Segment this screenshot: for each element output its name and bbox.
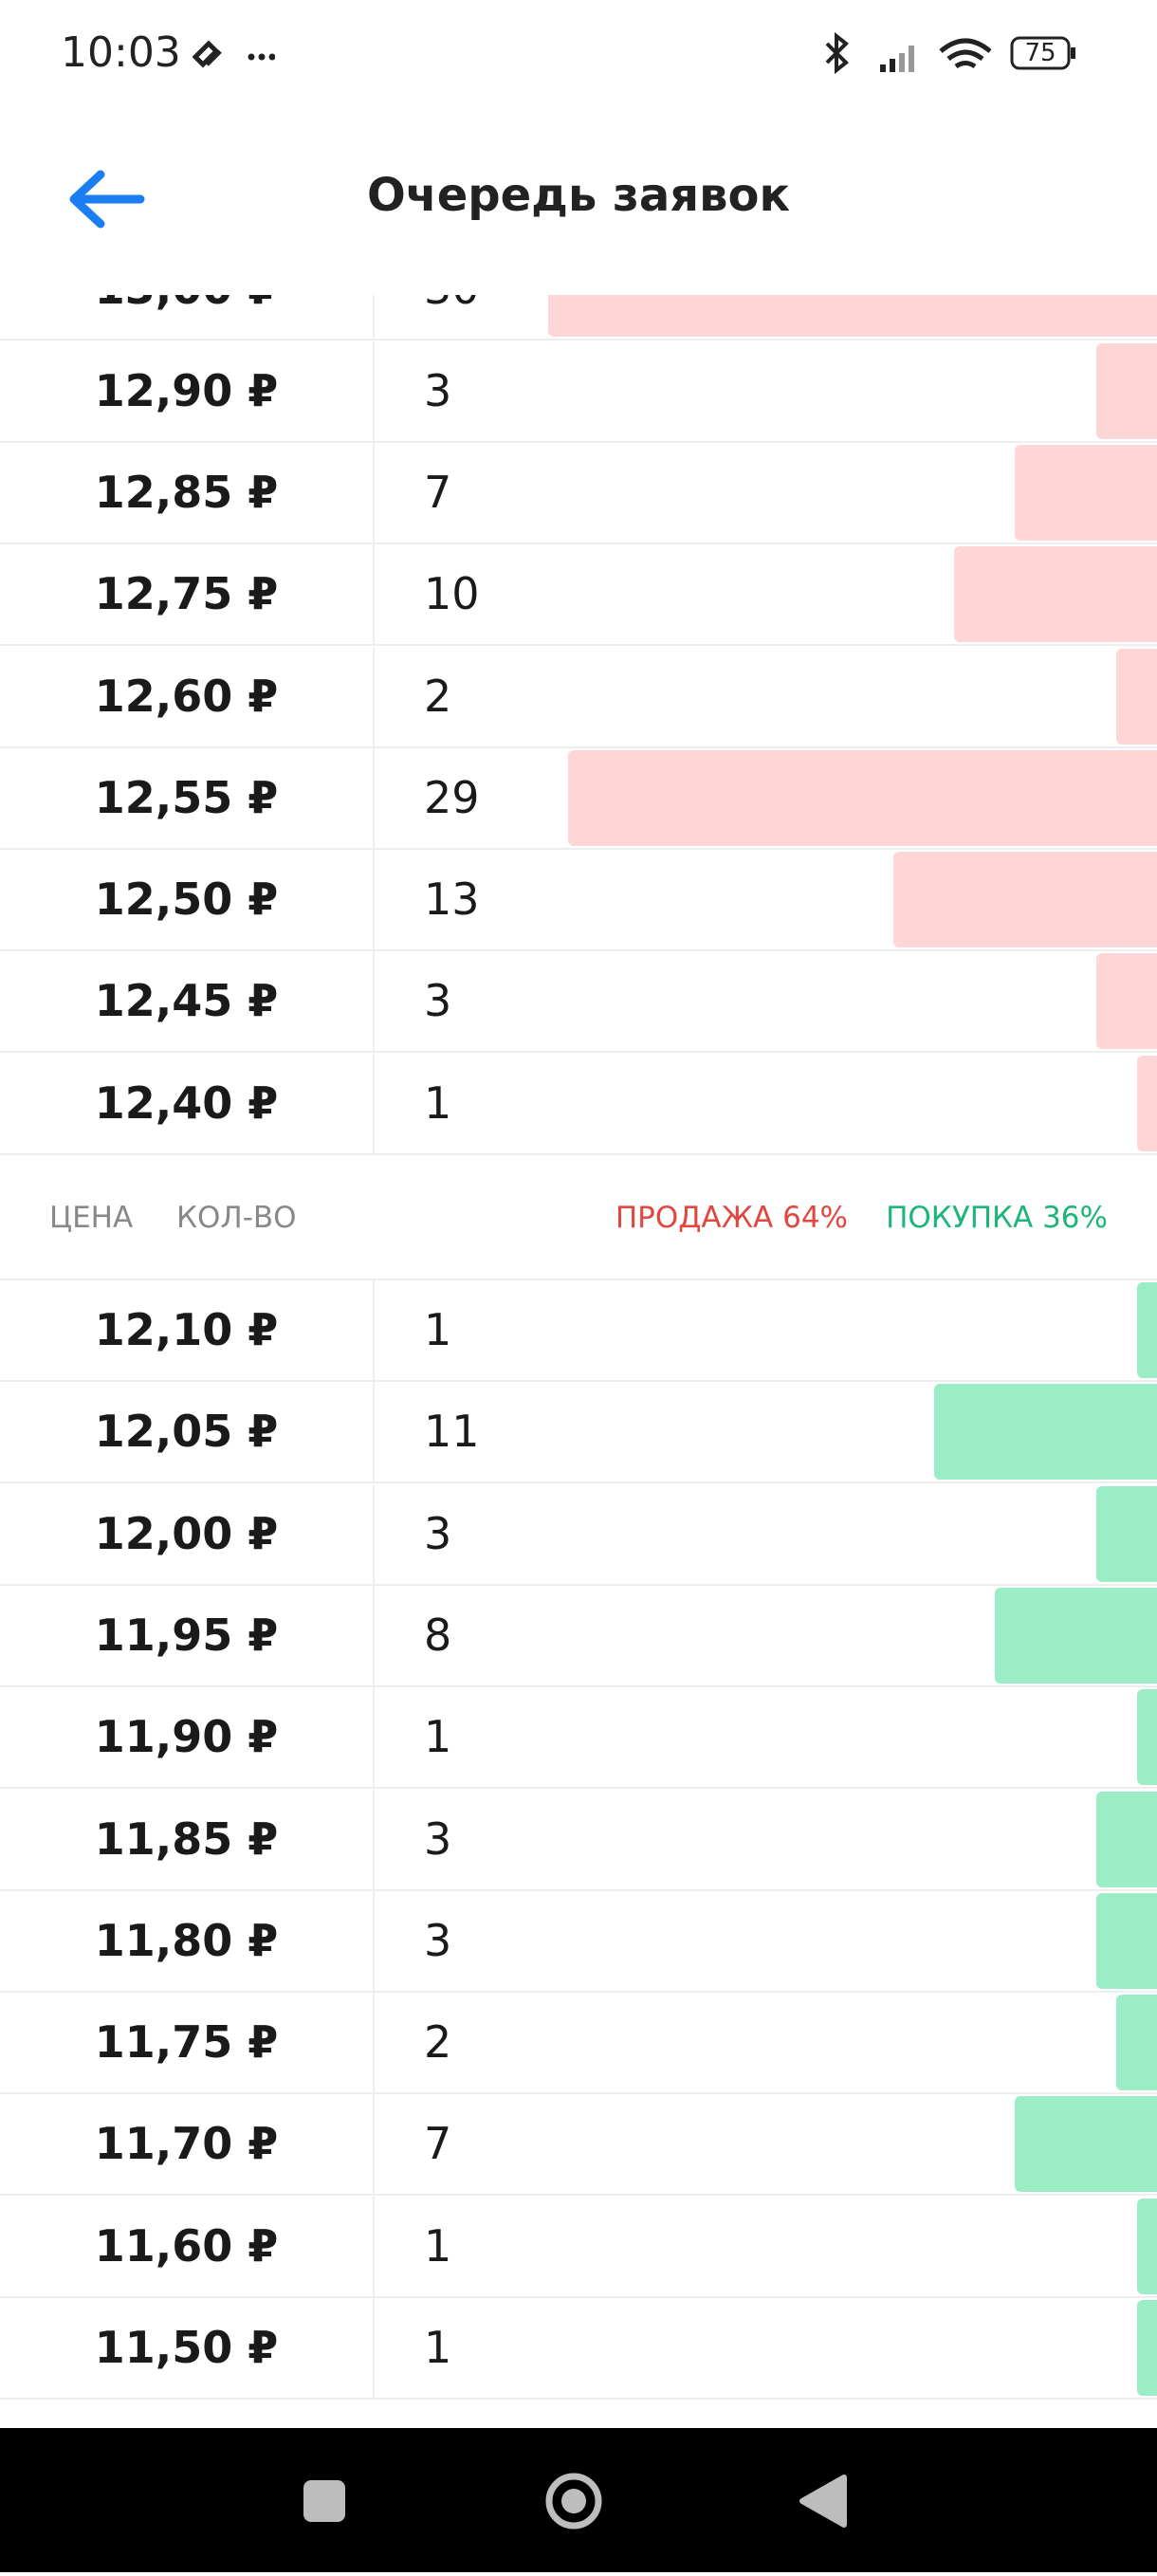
buy-order-row: 11,80 ₽ 3 xyxy=(0,1890,1157,1993)
price: 11,50 ₽ xyxy=(0,2298,375,2398)
system-icons xyxy=(825,31,1075,75)
buy-order-row: 11,90 ₽ 1 xyxy=(0,1687,1157,1790)
clock: 10:03 xyxy=(61,28,181,77)
price: 11,75 ₽ xyxy=(0,1993,375,2093)
quantity: 30 xyxy=(424,295,480,339)
sell-volume-bar xyxy=(568,749,1157,846)
quantity: 7 xyxy=(424,466,452,518)
sell-volume-bar xyxy=(1116,648,1157,745)
price: 11,95 ₽ xyxy=(0,1585,375,1685)
battery-level: 75 xyxy=(1024,39,1056,67)
buy-list: 12,10 ₽1 12,05 ₽11 12,00 ₽3 11,95 ₽8 11,90 ₽… xyxy=(0,1280,1157,2428)
buy-volume-bar xyxy=(1136,1282,1157,1378)
quantity: 3 xyxy=(424,1507,452,1559)
quantity: 1 xyxy=(424,2219,452,2272)
sell-order-row: 12,50 ₽ 13 xyxy=(0,850,1157,952)
price: 11,60 ₽ xyxy=(0,2196,375,2296)
sell-order-row: 13,00 ₽ 30 xyxy=(0,295,1157,341)
sell-volume-bar xyxy=(954,546,1157,643)
price: 11,70 ₽ xyxy=(0,2094,375,2195)
buy-volume-bar xyxy=(1136,2300,1157,2396)
notification-icons xyxy=(192,40,275,68)
buy-volume-bar xyxy=(1095,1485,1157,1582)
buy-volume-bar xyxy=(933,1384,1157,1481)
quantity: 3 xyxy=(424,1914,452,1966)
sell-volume-bar xyxy=(1095,342,1157,439)
quantity: 7 xyxy=(424,2118,452,2170)
quantity: 1 xyxy=(424,1076,452,1129)
buy-order-row: 11,50 ₽ 1 xyxy=(0,2298,1157,2400)
back-button[interactable] xyxy=(66,169,146,230)
page-title: Очередь заявок xyxy=(366,169,791,222)
price: 12,60 ₽ xyxy=(0,646,375,746)
sell-order-row: 12,40 ₽ 1 xyxy=(0,1053,1157,1155)
sell-volume-bar xyxy=(1015,444,1157,541)
quantity: 8 xyxy=(424,1609,452,1661)
buy-order-row: 11,70 ₽ 7 xyxy=(0,2094,1157,2197)
buy-order-row: 12,10 ₽ 1 xyxy=(0,1280,1157,1382)
buy-order-row: 12,05 ₽ 11 xyxy=(0,1382,1157,1484)
quantity: 3 xyxy=(424,975,452,1027)
quantity: 1 xyxy=(424,1304,452,1355)
buy-order-row: 11,85 ₽ 3 xyxy=(0,1789,1157,1891)
sell-order-row: 12,55 ₽ 29 xyxy=(0,747,1157,850)
quantity: 10 xyxy=(424,568,480,620)
buy-order-row: 11,75 ₽ 2 xyxy=(0,1993,1157,2095)
price: 11,85 ₽ xyxy=(0,1789,375,1889)
sell-volume-bar xyxy=(1095,953,1157,1050)
status-bar: 10:03 75 xyxy=(0,0,1157,104)
quantity: 1 xyxy=(424,1711,452,1763)
sell-order-row: 12,60 ₽ 2 xyxy=(0,646,1157,748)
sell-volume-bar xyxy=(892,852,1157,948)
sell-order-row: 12,45 ₽ 3 xyxy=(0,951,1157,1054)
quantity: 1 xyxy=(424,2322,452,2373)
quantity: 29 xyxy=(424,771,480,823)
sell-order-row: 12,85 ₽ 7 xyxy=(0,442,1157,544)
price: 12,50 ₽ xyxy=(0,850,375,950)
quantity: 3 xyxy=(424,1812,452,1865)
buy-volume-bar xyxy=(1136,1689,1157,1786)
price: 12,40 ₽ xyxy=(0,1053,375,1153)
nav-buttons[interactable] xyxy=(0,2428,1157,2572)
sell-volume-bar xyxy=(1136,1055,1157,1151)
price: 11,90 ₽ xyxy=(0,1687,375,1788)
price: 12,10 ₽ xyxy=(0,1280,375,1380)
buy-order-row: 11,95 ₽ 8 xyxy=(0,1585,1157,1687)
quantity: 2 xyxy=(424,2016,452,2069)
sell-share: ПРОДАЖА 64% xyxy=(615,1201,848,1235)
summary-bar: ЦЕНА КОЛ-ВО ПРОДАЖА 64% ПОКУПКА 36% xyxy=(0,1155,1157,1280)
quantity: 3 xyxy=(424,364,452,416)
buy-order-row: 11,60 ₽ 1 xyxy=(0,2196,1157,2298)
buy-volume-bar xyxy=(1015,2096,1157,2193)
price: 12,45 ₽ xyxy=(0,951,375,1052)
price-label: ЦЕНА xyxy=(49,1201,134,1235)
quantity: 13 xyxy=(424,874,480,926)
sell-list: 13,00 ₽ 30 12,90 ₽ 3 12,85 ₽ 7 12,75 ₽ 10 12,60 … xyxy=(0,295,1157,1155)
price: 11,80 ₽ xyxy=(0,1890,375,1991)
buy-volume-bar xyxy=(1116,1995,1157,2091)
buy-share: ПОКУПКА 36% xyxy=(886,1201,1108,1235)
buy-order-row: 12,00 ₽ 3 xyxy=(0,1483,1157,1586)
price: 12,00 ₽ xyxy=(0,1483,375,1584)
sell-order-row: 12,75 ₽ 10 xyxy=(0,544,1157,647)
price: 12,85 ₽ xyxy=(0,442,375,543)
quantity-label: КОЛ-ВО xyxy=(176,1201,297,1235)
price: 13,00 ₽ xyxy=(0,295,375,340)
buy-volume-bar xyxy=(1136,2198,1157,2294)
quantity: 2 xyxy=(424,670,452,722)
quantity: 11 xyxy=(424,1406,480,1458)
nav-bar xyxy=(0,2428,1157,2572)
buy-volume-bar xyxy=(1095,1791,1157,1887)
price: 12,55 ₽ xyxy=(0,747,375,848)
price: 12,05 ₽ xyxy=(0,1382,375,1482)
sell-volume-bar xyxy=(548,295,1157,338)
price: 12,90 ₽ xyxy=(0,340,375,441)
sell-order-row: 12,90 ₽ 3 xyxy=(0,340,1157,443)
buy-volume-bar xyxy=(1095,1892,1157,1989)
buy-volume-bar xyxy=(994,1587,1157,1684)
price: 12,75 ₽ xyxy=(0,544,375,645)
